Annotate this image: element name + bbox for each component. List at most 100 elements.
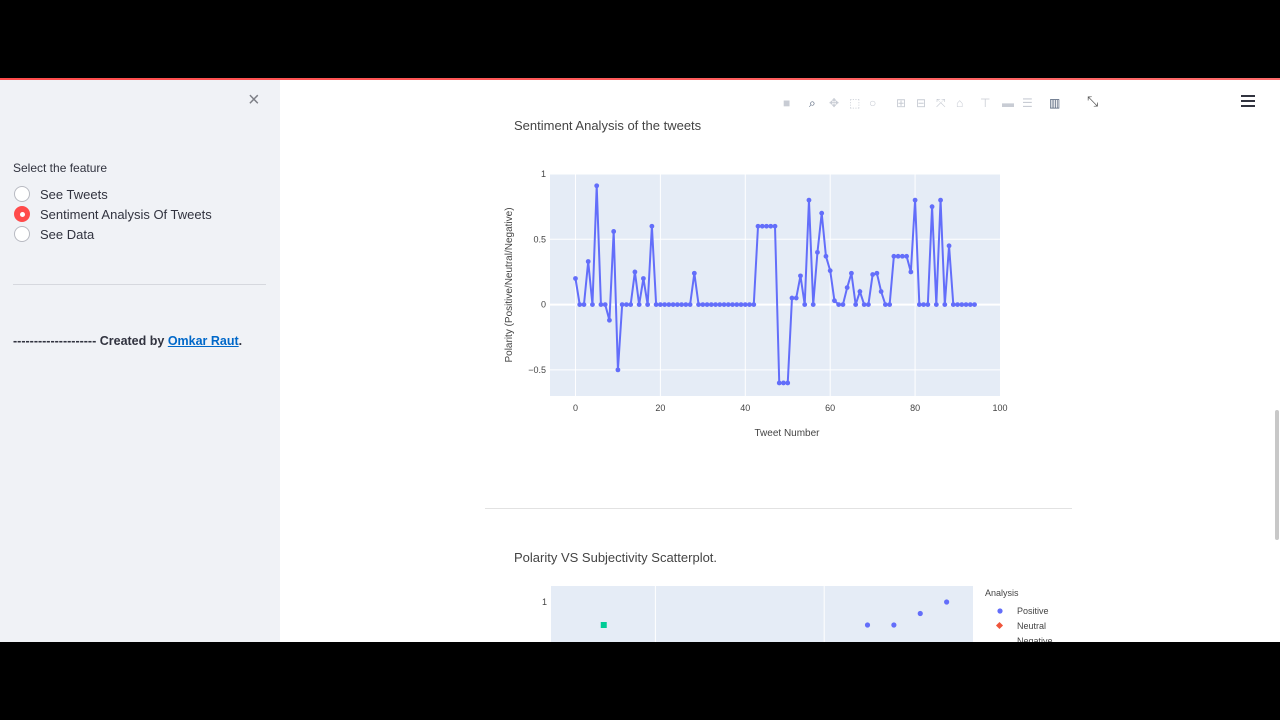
credit-text: -------------------- Created by Omkar Ra…: [13, 334, 242, 348]
data-point: [691, 270, 697, 276]
radio-button-selected-icon[interactable]: [14, 206, 30, 222]
data-point: [967, 302, 973, 307]
data-point: [738, 302, 744, 307]
autoscale-icon[interactable]: ⤧: [936, 96, 946, 110]
pan-icon[interactable]: ✥: [829, 96, 840, 110]
box-select-icon[interactable]: ⬚: [849, 96, 861, 110]
radio-group-label: Select the feature: [13, 161, 108, 175]
data-point: [942, 302, 948, 307]
data-point: [742, 302, 748, 307]
data-point: [619, 302, 625, 307]
data-point: [696, 302, 701, 307]
x-tick-label: 20: [655, 403, 665, 413]
hamburger-menu-icon[interactable]: [1241, 95, 1255, 110]
zoom-out-icon[interactable]: ⊟: [916, 96, 927, 110]
header-accent-line: [0, 78, 1280, 80]
data-point: [764, 223, 769, 229]
radio-option-see-tweets[interactable]: See Tweets: [14, 185, 108, 203]
x-tick-label: 40: [740, 403, 750, 413]
polarity-subjectivity-scatter[interactable]: 1 Analysis Positive Neutral Negative: [530, 580, 1090, 642]
y-tick-label: −0.5: [528, 365, 546, 375]
x-tick-label: 60: [825, 403, 835, 413]
data-point: [670, 302, 676, 307]
spike-lines-icon[interactable]: ⊤: [980, 96, 991, 110]
data-point: [840, 302, 846, 307]
top-letterbox: [0, 0, 1280, 78]
data-point: [810, 302, 816, 307]
data-point: [882, 302, 888, 307]
legend-neutral-marker: [995, 621, 1004, 630]
data-point: [768, 223, 774, 229]
data-point: [755, 223, 761, 229]
data-point: [653, 302, 659, 307]
data-point: [590, 302, 595, 307]
data-point: [721, 302, 727, 307]
reset-axes-icon[interactable]: ⌂: [956, 96, 964, 110]
data-point: [628, 302, 634, 307]
data-point: [916, 302, 922, 307]
y-tick-label: 1: [541, 169, 546, 179]
positive-point: [891, 622, 897, 628]
y-tick-label: 1: [542, 597, 547, 607]
zoom-in-icon[interactable]: ⊞: [896, 96, 907, 110]
author-link[interactable]: Omkar Raut: [167, 334, 239, 348]
data-point: [849, 270, 854, 276]
data-point: [895, 253, 901, 259]
data-point: [657, 302, 663, 307]
hover-closest-icon[interactable]: ▬: [1002, 96, 1014, 110]
data-point: [823, 253, 829, 259]
data-point: [725, 302, 731, 307]
radio-button-icon[interactable]: [14, 186, 30, 202]
data-point: [759, 223, 765, 229]
radio-option-see-data[interactable]: See Data: [14, 225, 94, 243]
data-point: [781, 380, 786, 386]
data-point: [844, 285, 850, 291]
data-point: [624, 302, 629, 307]
x-axis-label: Tweet Number: [754, 428, 820, 439]
radio-button-icon[interactable]: [14, 226, 30, 242]
y-axis-label: Polarity (Positive/Neutral/Negative): [504, 207, 515, 362]
data-point: [887, 302, 893, 307]
chart-title: Sentiment Analysis of the tweets: [514, 118, 702, 133]
data-point: [959, 302, 965, 307]
data-point: [679, 302, 685, 307]
sentiment-line-chart[interactable]: 0 20 40 60 80 100 −0.5 0 0.5 1 Tweet Number Polarit…: [490, 160, 1030, 440]
radio-option-label: See Tweets: [40, 186, 108, 202]
data-point: [806, 197, 812, 203]
data-point: [717, 302, 723, 307]
sidebar-divider: [13, 284, 266, 285]
credit-prefix: -------------------- Created by: [13, 334, 168, 348]
legend-negative-label: Negative: [1017, 636, 1053, 642]
zoom-icon[interactable]: ⌕: [809, 96, 816, 110]
data-point: [632, 269, 638, 275]
data-point: [874, 270, 880, 276]
data-point: [853, 302, 859, 307]
data-point: [734, 302, 740, 307]
y-tick-label: 0.5: [533, 234, 546, 244]
data-point: [708, 302, 714, 307]
plotly-logo-icon[interactable]: ▥: [1049, 96, 1061, 110]
data-point: [704, 302, 710, 307]
data-point: [929, 204, 935, 210]
data-point: [662, 302, 668, 307]
radio-option-sentiment-analysis[interactable]: Sentiment Analysis Of Tweets: [14, 205, 212, 223]
camera-icon[interactable]: ■: [783, 96, 791, 110]
scrollbar[interactable]: [1275, 410, 1279, 540]
y-tick-label: 0: [541, 300, 546, 310]
data-point: [802, 302, 808, 307]
data-point: [870, 272, 876, 277]
lasso-icon[interactable]: ○: [869, 96, 877, 110]
fullscreen-icon[interactable]: ⤡: [1087, 93, 1099, 109]
data-point: [832, 298, 837, 304]
hover-compare-icon[interactable]: ☰: [1022, 96, 1033, 110]
data-point: [963, 302, 969, 307]
data-point: [904, 253, 910, 259]
data-point: [772, 223, 778, 229]
positive-point: [944, 599, 950, 605]
data-point: [925, 302, 931, 307]
data-point: [815, 249, 820, 255]
credit-suffix: .: [238, 334, 243, 348]
close-sidebar-icon[interactable]: ×: [248, 89, 260, 111]
data-point: [827, 268, 833, 274]
data-point: [615, 367, 621, 373]
